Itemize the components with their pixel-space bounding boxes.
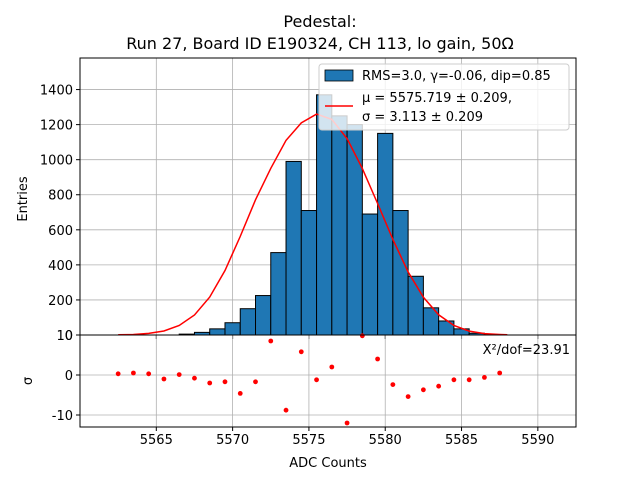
y-tick-label-main: 0 [65, 329, 73, 344]
residual-point [466, 377, 472, 383]
legend-patch-histogram [324, 69, 354, 82]
histogram-bar [331, 115, 348, 336]
legend-label-fit-line1: μ = 5575.719 ± 0.209, [362, 91, 512, 106]
y-tick-label-main: 200 [48, 294, 73, 309]
legend: RMS=3.0, γ=-0.06, dip=0.85 μ = 5575.719 … [318, 63, 570, 131]
residual-point [298, 349, 304, 355]
histogram-bar [316, 94, 333, 336]
legend-box [318, 63, 570, 131]
x-tick-label: 5580 [369, 433, 402, 448]
x-tick-label: 5565 [140, 433, 173, 448]
fit-curve [118, 113, 508, 336]
residual-point [115, 371, 121, 377]
chart-subtitle: Run 27, Board ID E190324, CH 113, lo gai… [126, 34, 514, 53]
histogram-bar [346, 124, 363, 336]
residual-point [131, 370, 136, 376]
x-tick-label: 5590 [521, 433, 554, 448]
y-tick-label-main: 1400 [40, 84, 73, 99]
y-tick-label-main: 1000 [40, 154, 73, 169]
residual-point [253, 379, 258, 385]
residual-point [390, 382, 396, 387]
y-tick-label-main: 400 [48, 259, 73, 274]
residual-point [237, 391, 243, 396]
residual-point [436, 383, 442, 389]
histogram-bar [285, 160, 302, 336]
histogram-bar [224, 322, 241, 336]
residual-point [359, 333, 365, 339]
y-tick-label-main: 600 [48, 224, 73, 239]
histogram-bar [255, 295, 272, 336]
histogram-bar [209, 328, 226, 336]
residual-point [283, 407, 289, 413]
y-tick-label-main: 800 [48, 189, 73, 204]
residual-point [405, 394, 411, 399]
residual-point [344, 420, 350, 426]
x-tick-label: 5575 [292, 433, 325, 448]
x-tick-label: 5570 [216, 433, 249, 448]
chart-title: Pedestal: [283, 12, 357, 31]
residual-point [497, 370, 503, 376]
residual-point [146, 371, 152, 377]
x-axis-label: ADC Counts [289, 456, 367, 471]
residual-point [176, 372, 182, 377]
residual-point [161, 376, 167, 382]
histogram-bar [361, 213, 379, 336]
legend-label-histogram: RMS=3.0, γ=-0.06, dip=0.85 [362, 69, 551, 84]
y-tick-label-main: 1200 [40, 119, 73, 134]
residual-point [207, 380, 213, 386]
y-tick-label-residual: 0 [65, 369, 73, 384]
y-axis-label-main: Entries [16, 176, 31, 222]
residual-point [375, 356, 380, 362]
chi2-annotation: X²/dof=23.91 [483, 343, 570, 358]
histogram-bar [392, 210, 409, 336]
residual-axes-frame [79, 334, 577, 428]
legend-label-fit-line2: σ = 3.113 ± 0.209 [362, 110, 483, 125]
y-tick-label-residual: 10 [56, 329, 73, 344]
histogram-bar [300, 210, 318, 336]
residual-point [482, 375, 487, 380]
residual-point [222, 379, 228, 385]
histogram-bar [270, 252, 287, 336]
residual-point [329, 364, 335, 370]
residual-point [268, 338, 274, 344]
residual-point [451, 377, 457, 383]
y-tick-label-residual: -10 [52, 409, 73, 424]
y-axis-label-residual: σ [21, 377, 36, 385]
residual-point [192, 375, 197, 381]
residual-point [420, 387, 426, 393]
x-tick-label: 5585 [445, 433, 478, 448]
histogram-bar [239, 308, 257, 336]
residual-point [314, 377, 319, 383]
